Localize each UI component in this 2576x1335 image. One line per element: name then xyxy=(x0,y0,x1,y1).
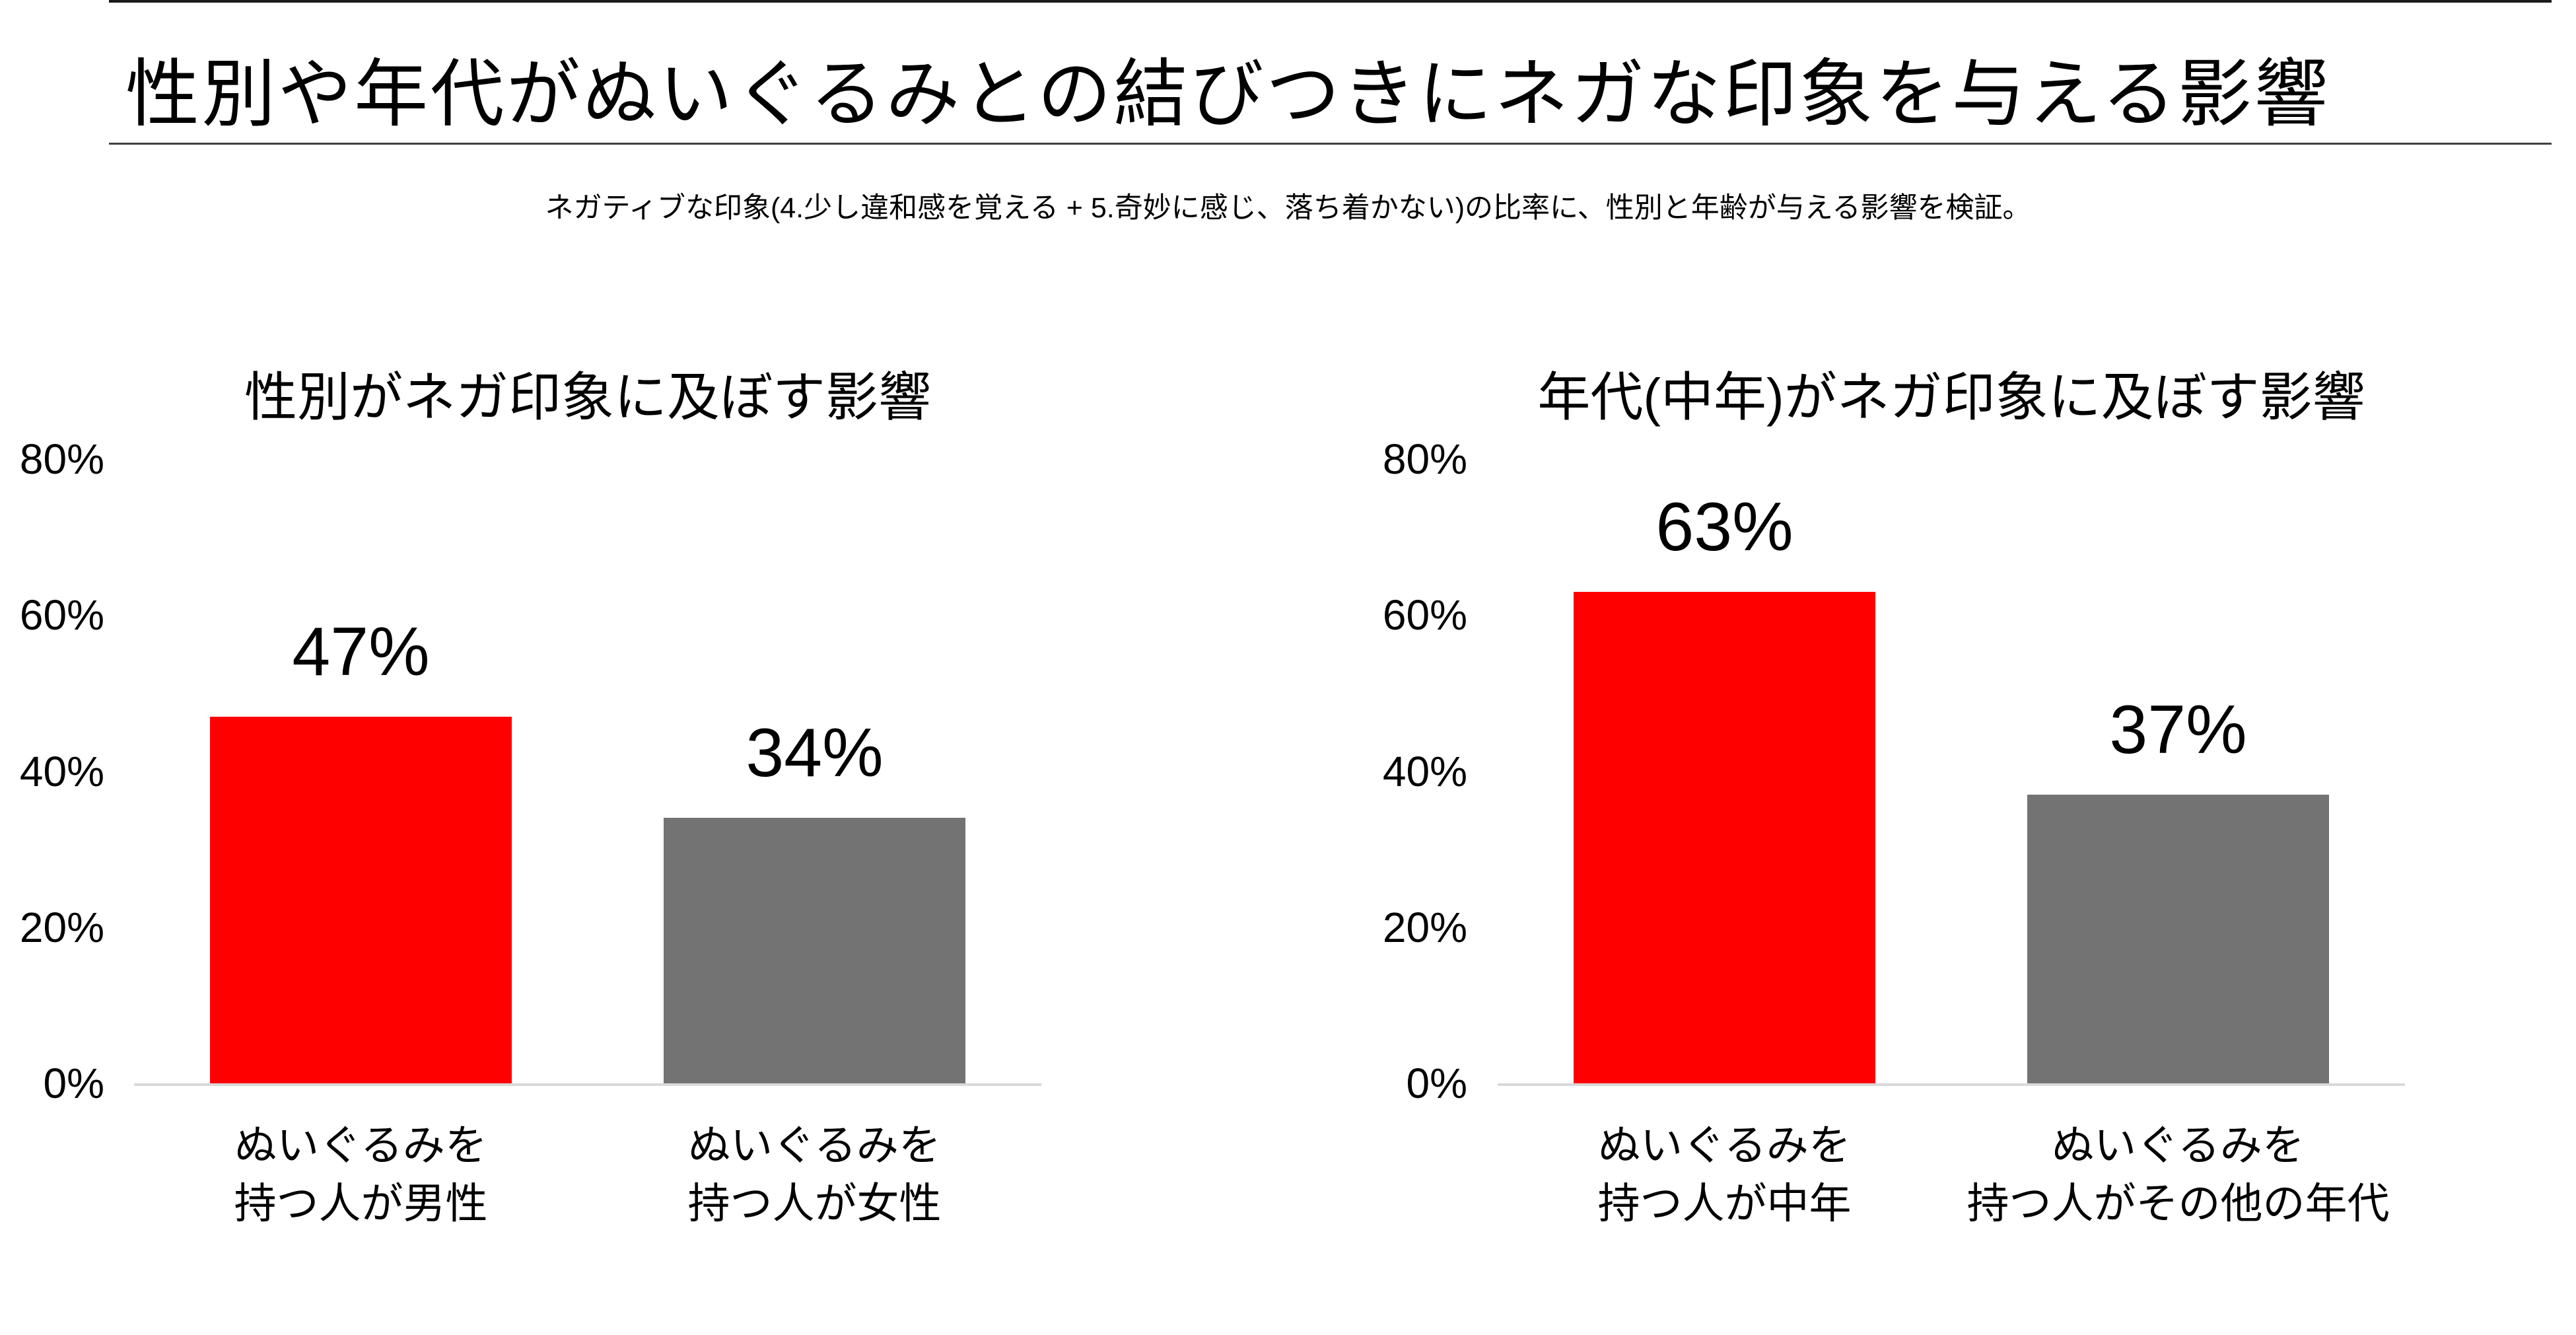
y-axis-tick-label: 40% xyxy=(19,747,104,795)
category-label: ぬいぐるみを 持つ人がその他の年代 xyxy=(1967,1122,2390,1228)
y-axis-tick-label: 0% xyxy=(1406,1060,1468,1107)
title-divider-line xyxy=(109,143,2552,145)
chart-title-gender: 性別がネガ印象に及ぼす影響 xyxy=(244,368,931,427)
page-title: 性別や年代がぬいぐるみとの結びつきにネガな印象を与える影響 xyxy=(125,53,2330,135)
y-axis-tick-label: 60% xyxy=(1382,591,1467,639)
bar-value-label: 63% xyxy=(1655,488,1793,565)
x-axis-line xyxy=(134,1083,1041,1086)
bar-neutral xyxy=(2027,794,2329,1083)
page-subtitle: ネガティブな印象(4.少し違和感を覚える + 5.奇妙に感じ、落ち着かない)の比… xyxy=(545,192,2031,224)
chart-title-age: 年代(中年)がネガ印象に及ぼす影響 xyxy=(1537,368,2365,427)
y-axis-tick-label: 20% xyxy=(1382,903,1467,951)
y-axis-tick-label: 0% xyxy=(43,1060,105,1107)
y-axis-tick-label: 80% xyxy=(1382,435,1467,483)
bar-highlight xyxy=(210,716,512,1083)
x-axis-line xyxy=(1498,1083,2405,1086)
category-label: ぬいぐるみを 持つ人が女性 xyxy=(687,1122,942,1228)
category-label: ぬいぐるみを 持つ人が男性 xyxy=(234,1122,488,1228)
y-axis-tick-label: 20% xyxy=(19,903,104,951)
bar-value-label: 47% xyxy=(292,613,430,690)
bar-value-label: 37% xyxy=(2109,691,2247,768)
y-axis-tick-label: 60% xyxy=(19,591,104,639)
y-axis-tick-label: 80% xyxy=(19,435,104,483)
top-divider-line xyxy=(109,0,2552,3)
bar-neutral xyxy=(664,818,965,1083)
y-axis-tick-label: 40% xyxy=(1382,747,1467,795)
bar-value-label: 34% xyxy=(746,715,884,792)
bar-highlight xyxy=(1574,591,1875,1083)
category-label: ぬいぐるみを 持つ人が中年 xyxy=(1597,1122,1852,1228)
